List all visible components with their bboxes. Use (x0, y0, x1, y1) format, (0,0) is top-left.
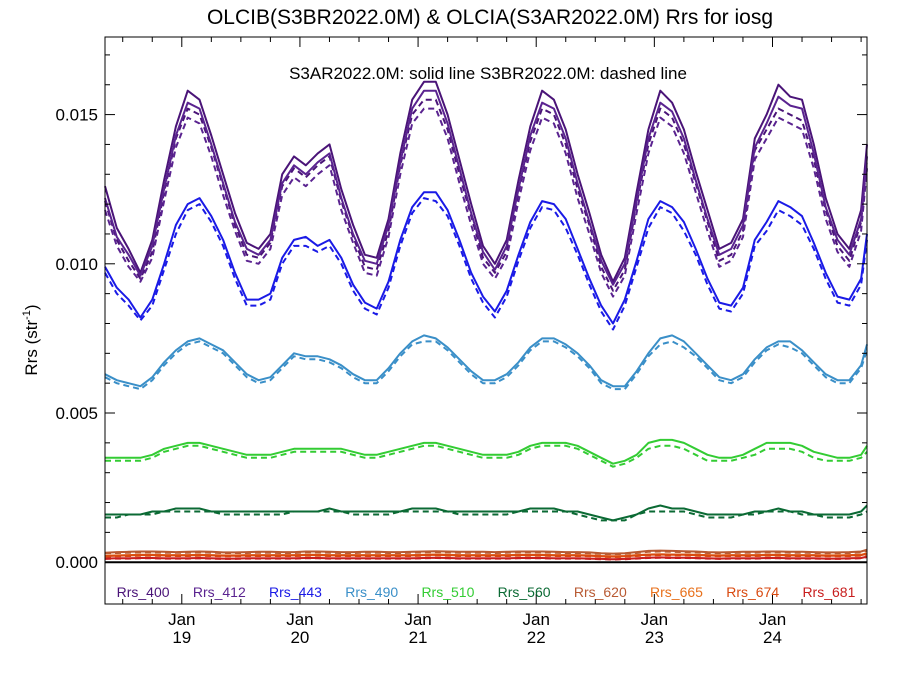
legend-entry-Rrs_665: Rrs_665 (650, 584, 703, 600)
x-tick-label-day: 22 (527, 628, 546, 647)
x-tick-label-day: 20 (290, 628, 309, 647)
legend-entry-Rrs_510: Rrs_510 (421, 584, 474, 600)
y-tick-label: 0.015 (55, 106, 98, 125)
legend-entry-Rrs_674: Rrs_674 (726, 584, 779, 600)
legend-entry-Rrs_412: Rrs_412 (193, 584, 246, 600)
legend-entry-Rrs_443: Rrs_443 (269, 584, 322, 600)
axes (104, 36, 868, 605)
x-tick-label-month: Jan (759, 610, 786, 629)
series-line-Rrs_560-solid (105, 504, 868, 522)
series-line-Rrs_510-dashed (105, 444, 868, 468)
x-tick-label-day: 19 (172, 628, 191, 647)
plot-area (104, 80, 868, 564)
series-line-Rrs_443-solid (104, 191, 868, 325)
x-tick-label-month: Jan (641, 610, 668, 629)
y-tick-label: 0.010 (55, 255, 98, 274)
y-axis-label-sup: -1 (21, 310, 33, 320)
series-line-Rrs_674-dashed (104, 553, 868, 559)
y-axis-label: Rrs (str-1) (21, 304, 41, 375)
x-tick-label-day: 21 (409, 628, 428, 647)
legend-entry-Rrs_620: Rrs_620 (574, 584, 627, 600)
y-axis-label-end: ) (22, 304, 41, 310)
series-line-Rrs_412-dashed (104, 107, 868, 298)
x-tick-label-day: 24 (763, 628, 782, 647)
x-tick-label-month: Jan (404, 610, 431, 629)
y-axis-label-main: Rrs (str (22, 320, 41, 376)
y-tick-label: 0.005 (55, 404, 98, 423)
x-tick-label-day: 23 (645, 628, 664, 647)
legend-entry-Rrs_560: Rrs_560 (498, 584, 551, 600)
series-line-Rrs_620-dashed (104, 549, 868, 556)
plot-frame (104, 36, 868, 605)
series-line-Rrs_490-solid (104, 334, 868, 388)
x-tick-label-month: Jan (286, 610, 313, 629)
chart-annotation: S3AR2022.0M: solid line S3BR2022.0M: das… (289, 64, 687, 83)
series-line-Rrs_681-dashed (104, 556, 868, 561)
series-line-Rrs_443-dashed (104, 197, 868, 331)
legend: Rrs_400 Rrs_412 Rrs_443 Rrs_490 Rrs_510 Rrs_5… (117, 584, 856, 600)
x-tick-label-month: Jan (522, 610, 549, 629)
series-line-Rrs_510-solid (105, 438, 868, 465)
y-tick-label: 0.000 (55, 553, 98, 572)
series-line-Rrs_490-dashed (104, 340, 868, 391)
legend-entry-Rrs_681: Rrs_681 (802, 584, 855, 600)
x-tick-label-month: Jan (168, 610, 195, 629)
series-line-Rrs_412-solid (104, 89, 868, 286)
legend-entry-Rrs_400: Rrs_400 (117, 584, 170, 600)
series-line-Rrs_400-dashed (104, 98, 868, 292)
legend-entry-Rrs_490: Rrs_490 (345, 584, 398, 600)
chart-title: OLCIB(S3BR2022.0M) & OLCIA(S3AR2022.0M) … (207, 6, 773, 29)
tick-layer: 0.0000.0050.0100.015Jan19Jan20Jan21Jan22… (55, 37, 867, 647)
